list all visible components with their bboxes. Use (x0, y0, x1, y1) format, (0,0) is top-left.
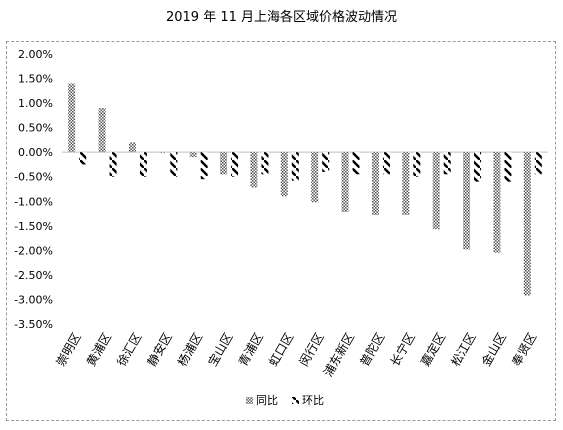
y-tick-label: 0.50% (18, 122, 53, 135)
x-category-label: 长宁区 (387, 330, 418, 369)
bar-mom (231, 152, 239, 177)
bar-mom (534, 152, 542, 175)
bar-mom (474, 152, 482, 182)
bar-mom (443, 152, 451, 175)
bar-mom (382, 152, 390, 175)
y-tick-label: 1.50% (18, 73, 53, 86)
bar-yoy (371, 152, 379, 216)
bar-yoy (402, 152, 410, 216)
bar-yoy (98, 108, 106, 153)
bar-mom (139, 152, 147, 177)
bar-yoy (463, 152, 471, 250)
bar-yoy (432, 152, 440, 230)
x-category-label: 杨浦区 (174, 330, 205, 369)
bar-mom (413, 152, 421, 177)
bar-yoy (220, 152, 228, 175)
bar-mom (79, 152, 87, 165)
x-category-label: 宝山区 (206, 331, 236, 369)
bars (68, 83, 542, 296)
y-tick-label: -2.00% (14, 244, 53, 257)
x-category-label: 静安区 (144, 330, 175, 369)
y-axis-ticks: 2.00% 1.50% 1.00% 0.50% 0.00% -0.50% -1.00% -1.… (14, 48, 53, 331)
y-tick-label: -0.50% (14, 171, 53, 184)
bar-mom (291, 152, 299, 181)
x-category-label: 闵行区 (296, 330, 327, 369)
y-tick-label: 0.00% (18, 146, 53, 159)
chart-title: 2019 年 11 月上海各区域价格波动情况 (165, 10, 398, 25)
y-tick-label: -3.50% (14, 318, 53, 331)
bar-yoy (68, 83, 76, 153)
x-category-label: 奉贤区 (509, 331, 539, 369)
bar-yoy (250, 152, 258, 188)
bar-yoy (189, 152, 197, 158)
y-tick-label: -2.50% (14, 269, 53, 282)
bar-yoy (493, 152, 501, 253)
bar-mom (170, 152, 178, 177)
legend-swatch-yoy (246, 397, 253, 404)
bar-mom (200, 152, 208, 180)
x-category-label: 嘉定区 (417, 330, 448, 369)
y-tick-label: -3.00% (14, 293, 53, 306)
x-category-label: 普陀区 (357, 330, 388, 369)
legend-swatch-mom (292, 397, 299, 404)
bar-yoy (523, 152, 531, 296)
y-tick-label: 2.00% (18, 48, 53, 61)
y-tick-label: -1.00% (14, 195, 53, 208)
x-category-label: 虹口区 (266, 331, 296, 369)
bar-yoy (311, 152, 319, 203)
x-category-label: 金山区 (478, 330, 509, 369)
x-category-label: 松江区 (449, 331, 479, 369)
bar-mom (322, 152, 330, 172)
x-category-label: 徐汇区 (114, 330, 145, 369)
bar-yoy (159, 152, 167, 153)
bar-mom (504, 152, 512, 182)
bar-mom (109, 152, 117, 177)
x-category-label: 崇明区 (54, 331, 84, 369)
bar-yoy (341, 152, 349, 213)
bar-yoy (280, 152, 288, 197)
legend: 同比 环比 (246, 394, 324, 407)
y-tick-label: -1.50% (14, 220, 53, 233)
bar-mom (261, 152, 269, 175)
legend-label: 同比 (256, 394, 278, 407)
bar-mom (352, 152, 360, 175)
bar-yoy (128, 142, 136, 153)
x-category-label: 黄浦区 (84, 331, 114, 369)
chart-frame (6, 41, 556, 421)
x-category-label: 青浦区 (236, 331, 266, 369)
legend-label: 环比 (302, 394, 324, 407)
y-tick-label: 1.00% (18, 97, 53, 110)
